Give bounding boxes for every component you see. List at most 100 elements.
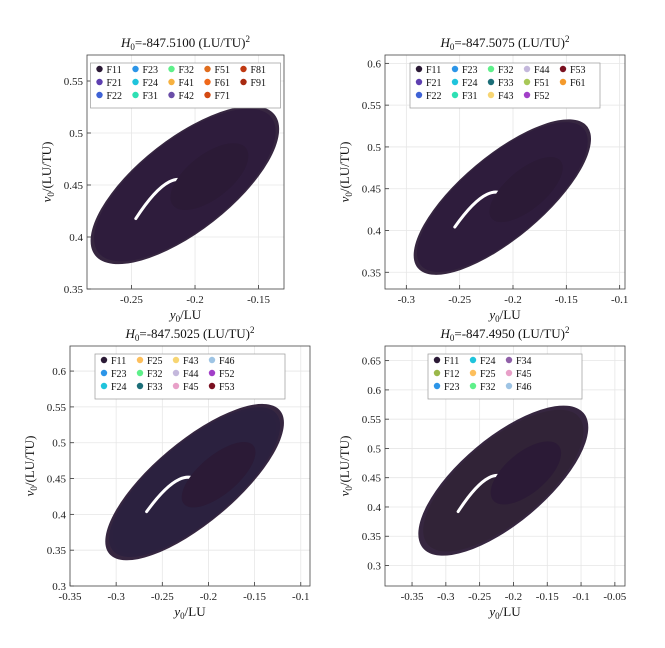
legend-marker-f45: [505, 369, 513, 377]
legend-marker-f41: [168, 78, 175, 86]
y-tick-label: 0.35: [362, 267, 382, 279]
axes-frame: [384, 54, 626, 290]
legend-label-f45: F45: [516, 369, 532, 380]
y-tick-label: 0.45: [362, 184, 382, 196]
data-region: [90, 105, 280, 265]
legend-label-f81: F81: [251, 65, 267, 76]
legend-box: [427, 353, 583, 400]
chart-panel-1: -0.25 -0.2 -0.15 0.35 0.4 0.45 0.5 0.55 F11 F21 F2…: [39, 34, 285, 324]
legend-box: [409, 62, 601, 109]
legend-label-f33: F33: [147, 382, 163, 393]
y-tick-label: 0.55: [47, 402, 67, 414]
legend-marker-f23: [100, 369, 108, 377]
legend-marker-f24: [100, 382, 108, 390]
chart-title: H0=-847.5025 (LU/TU)2: [125, 325, 255, 343]
chart-panel-3: -0.35 -0.3 -0.25 -0.2 -0.15 -0.1 0.3 0.35 0.4 0.4…: [22, 325, 311, 621]
y-tick-label: 0.65: [362, 356, 382, 368]
legend-marker-f22: [415, 91, 423, 99]
legend-box: [90, 62, 281, 109]
data-region: [105, 403, 284, 561]
legend-label-f91: F91: [251, 78, 267, 89]
legend-label-f11: F11: [444, 356, 459, 367]
legend-marker-f46: [208, 356, 216, 364]
legend-label-f11: F11: [107, 65, 122, 76]
legend-label-f43: F43: [498, 91, 514, 102]
legend-label-f32: F32: [179, 65, 195, 76]
legend-label-f21: F21: [107, 78, 123, 89]
legend-label-f41: F41: [179, 78, 195, 89]
legend-label-f43: F43: [183, 356, 199, 367]
legend-marker-f32: [469, 382, 477, 390]
legend-marker-f33: [136, 382, 144, 390]
legend-marker-f11: [96, 65, 103, 73]
legend-marker-f11: [433, 356, 441, 364]
legend-marker-f61: [204, 78, 211, 86]
x-tick-label: -0.2: [186, 294, 203, 306]
y-tick-label: 0.5: [69, 128, 83, 140]
y-tick-label: 0.6: [367, 58, 381, 70]
x-tick-label: -0.25: [151, 591, 174, 603]
legend-marker-f24: [132, 78, 139, 86]
legend-marker-f11: [100, 356, 108, 364]
y-axis-label: v0/(LU/TU): [337, 142, 354, 203]
legend-marker-f11: [415, 65, 423, 73]
legend-label-f23: F23: [444, 382, 460, 393]
legend-label-f46: F46: [219, 356, 235, 367]
legend-label-f53: F53: [219, 382, 235, 393]
legend-label-f51: F51: [534, 78, 550, 89]
legend-label-f25: F25: [147, 356, 163, 367]
legend-marker-f71: [204, 91, 211, 99]
data-region: [418, 405, 589, 556]
legend-marker-f52: [523, 91, 531, 99]
x-axis-label: y0/LU: [487, 604, 521, 621]
legend-label-f24: F24: [143, 78, 159, 89]
x-tick-label: -0.3: [437, 591, 455, 603]
legend-marker-f81: [240, 65, 247, 73]
legend-label-f32: F32: [498, 65, 514, 76]
y-tick-label: 0.4: [69, 232, 83, 244]
y-tick-label: 0.55: [362, 100, 382, 112]
legend-marker-f21: [96, 78, 103, 86]
x-tick-label: -0.1: [292, 591, 309, 603]
x-tick-label: -0.15: [243, 591, 266, 603]
legend-label-f31: F31: [143, 91, 159, 102]
axes-frame: [384, 345, 626, 587]
legend-label-f23: F23: [111, 369, 127, 380]
x-tick-label: -0.25: [120, 294, 143, 306]
legend-marker-f46: [505, 382, 513, 390]
legend-marker-f25: [136, 356, 144, 364]
legend-box: [94, 353, 286, 400]
x-tick-label: -0.15: [247, 294, 270, 306]
legend-marker-f53: [559, 65, 567, 73]
legend-marker-f34: [505, 356, 513, 364]
x-axis-label: y0/LU: [172, 604, 206, 621]
legend-marker-f42: [168, 91, 175, 99]
legend-label-f25: F25: [480, 369, 496, 380]
legend-label-f46: F46: [516, 382, 532, 393]
legend-marker-f22: [96, 91, 103, 99]
legend-label-f53: F53: [570, 65, 586, 76]
legend-marker-f31: [132, 91, 139, 99]
x-tick-label: -0.15: [536, 591, 559, 603]
family-core-f11: [181, 442, 256, 508]
legend-marker-f52: [208, 369, 216, 377]
legend-label-f32: F32: [147, 369, 163, 380]
legend-marker-f12: [433, 369, 441, 377]
legend-label-f42: F42: [179, 91, 195, 102]
legend-marker-f43: [487, 91, 495, 99]
x-tick-label: -0.3: [398, 294, 416, 306]
y-axis-label: v0/(LU/TU): [337, 436, 354, 497]
x-axis-label: y0/LU: [487, 307, 521, 324]
y-tick-label: 0.5: [367, 142, 381, 154]
legend-label-f52: F52: [534, 91, 550, 102]
legend-label-f34: F34: [516, 356, 532, 367]
legend-marker-f43: [172, 356, 180, 364]
x-tick-label: -0.2: [504, 294, 521, 306]
x-tick-label: -0.2: [200, 591, 217, 603]
legend-label-f52: F52: [219, 369, 235, 380]
y-tick-label: 0.5: [52, 438, 66, 450]
y-tick-label: 0.55: [362, 414, 382, 426]
legend-label-f33: F33: [498, 78, 514, 89]
legend-marker-f51: [204, 65, 211, 73]
